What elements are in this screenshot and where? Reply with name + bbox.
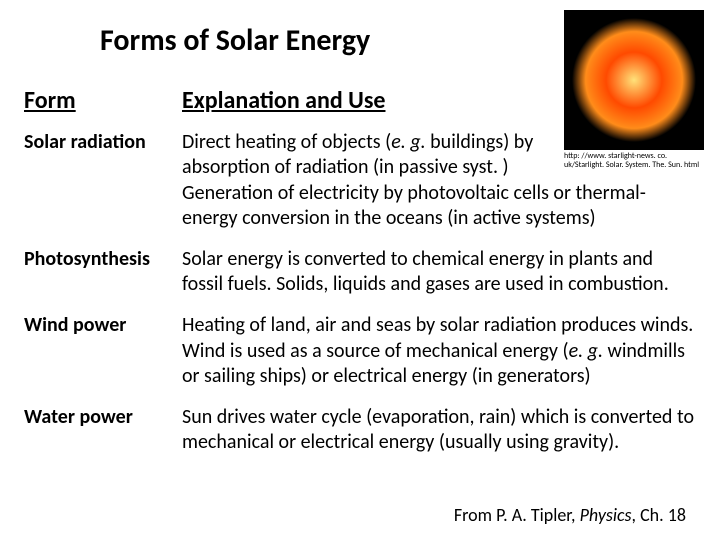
header-form: Form <box>24 86 182 115</box>
form-label: Water power <box>24 405 182 429</box>
explanation-cell: Solar energy is converted to chemical en… <box>182 247 696 297</box>
form-label: Photosynthesis <box>24 247 182 271</box>
explanation-p1: Direct heating of objects (e. g. buildin… <box>182 130 696 180</box>
explanation-cell: Sun drives water cycle (evaporation, rai… <box>182 405 696 455</box>
form-label: Wind power <box>24 313 182 337</box>
slide: Forms of Solar Energy http: //www. starl… <box>0 0 720 540</box>
header-explanation: Explanation and Use <box>182 86 696 116</box>
table-row: Water power Sun drives water cycle (evap… <box>24 405 696 455</box>
explanation-cell: Heating of land, air and seas by solar r… <box>182 313 696 389</box>
explanation-cell: Direct heating of objects (e. g. buildin… <box>182 130 696 231</box>
explanation-p2: Generation of electricity by photovoltai… <box>182 181 696 231</box>
citation: From P. A. Tipler, Physics, Ch. 18 <box>454 504 686 526</box>
form-label: Solar radiation <box>24 130 182 154</box>
table-row: Wind power Heating of land, air and seas… <box>24 313 696 389</box>
content-table: Form Explanation and Use Solar radiation… <box>24 86 696 471</box>
table-row: Solar radiation Direct heating of object… <box>24 130 696 231</box>
header-row: Form Explanation and Use <box>24 86 696 116</box>
slide-title: Forms of Solar Energy <box>100 22 370 59</box>
table-row: Photosynthesis Solar energy is converted… <box>24 247 696 297</box>
